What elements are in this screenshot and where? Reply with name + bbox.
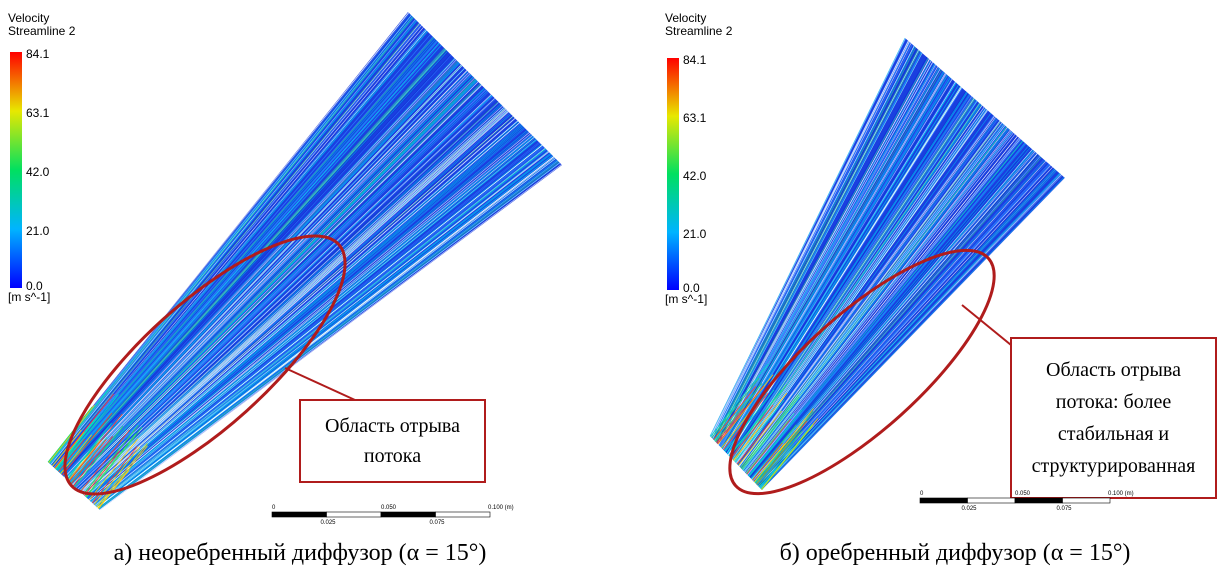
scale-segment: [327, 512, 382, 517]
scale-label: 0.100 (m): [1108, 491, 1134, 497]
callout-text: структурированная: [1032, 455, 1196, 477]
scale-label: 0.100 (m): [488, 505, 514, 511]
legend-tick: 84.1: [683, 53, 707, 67]
scale-label: 0.075: [430, 520, 446, 526]
scale-segment: [381, 512, 436, 517]
legend-title: Velocity: [8, 11, 49, 25]
callout-text: стабильная и: [1058, 423, 1169, 445]
legend-subtitle: Streamline 2: [665, 24, 733, 38]
legend-tick: 21.0: [683, 227, 707, 241]
colorbar: [667, 58, 679, 290]
scale-label: 0.050: [1015, 491, 1031, 497]
callout-link: [285, 368, 355, 400]
scale-segment: [1063, 498, 1111, 503]
colorbar: [10, 52, 22, 288]
legend-tick: 84.1: [26, 47, 50, 61]
callout-text: Область отрыва: [1046, 359, 1181, 381]
scale-segment: [436, 512, 491, 517]
legend-subtitle: Streamline 2: [8, 24, 76, 38]
legend-tick: 42.0: [26, 165, 50, 179]
scale-label: 0: [272, 505, 276, 511]
scale-segment: [1015, 498, 1063, 503]
legend-tick: 63.1: [26, 106, 50, 120]
scale-segment: [920, 498, 968, 503]
scale-label: 0.025: [962, 506, 978, 512]
caption: а) неоребренный диффузор (α = 15°): [114, 540, 487, 566]
scale-label: 0.050: [381, 505, 397, 511]
callout-text: потока: [364, 445, 421, 467]
legend-unit: [m s^-1]: [8, 290, 50, 304]
callout-box: [300, 400, 485, 482]
figure: VelocityStreamline 284.163.142.021.00.0[…: [0, 0, 1219, 573]
legend-title: Velocity: [665, 11, 706, 25]
scale-label: 0.075: [1057, 506, 1073, 512]
legend-tick: 63.1: [683, 111, 707, 125]
legend-tick: 21.0: [26, 224, 50, 238]
scale-label: 0: [920, 491, 924, 497]
callout-text: Область отрыва: [325, 415, 460, 437]
caption: б) оребренный диффузор (α = 15°): [780, 540, 1131, 566]
callout-text: потока: более: [1056, 391, 1172, 413]
scale-segment: [272, 512, 327, 517]
scale-segment: [968, 498, 1016, 503]
legend-unit: [m s^-1]: [665, 292, 707, 306]
scale-label: 0.025: [321, 520, 337, 526]
legend-tick: 42.0: [683, 169, 707, 183]
